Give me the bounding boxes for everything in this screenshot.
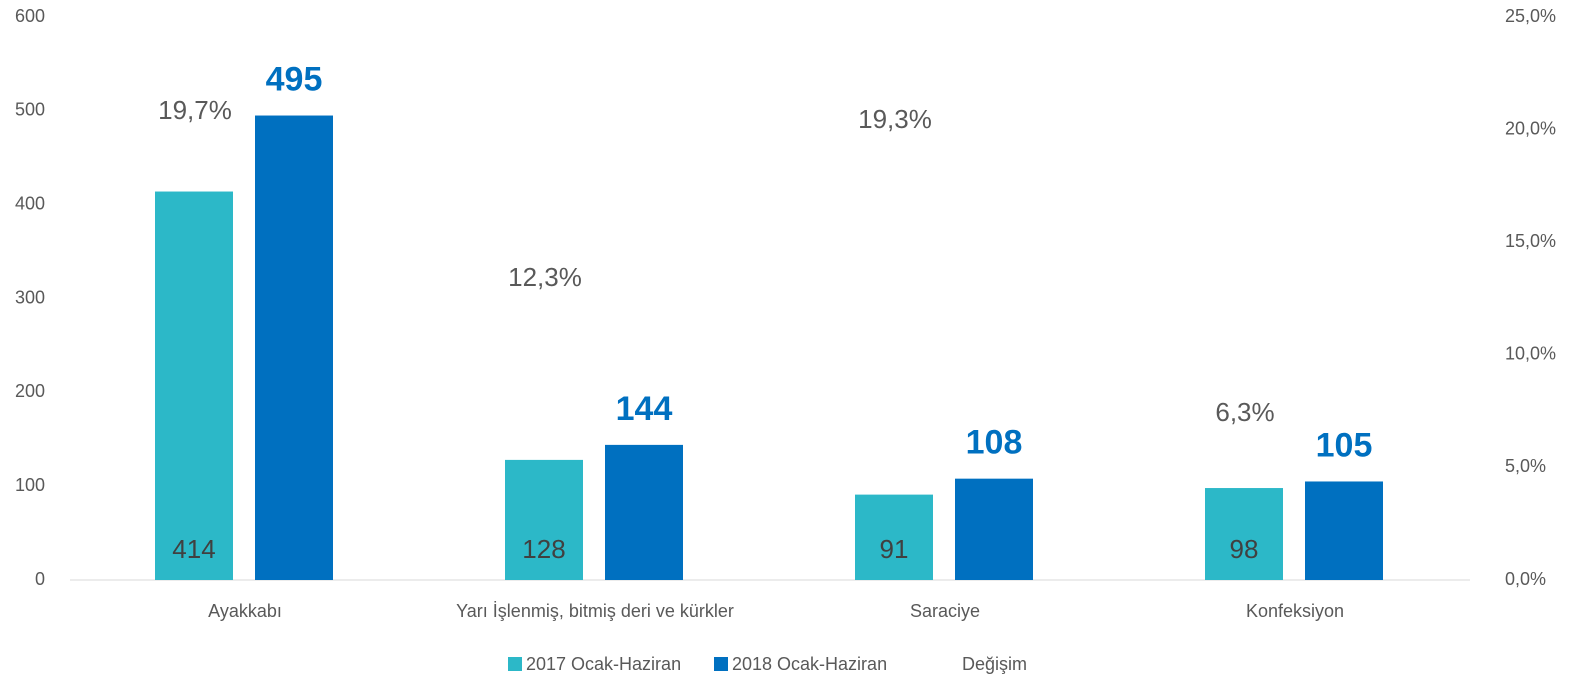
change-label: 6,3% [1215,397,1274,427]
change-point [542,300,548,306]
legend-label: 2018 Ocak-Haziran [732,654,887,674]
legend-swatch [508,657,522,671]
change-point [192,133,198,139]
value-label: 128 [522,534,565,564]
bar [155,191,233,580]
bar [1205,488,1283,580]
y-tick-label: 500 [15,100,45,120]
change-label: 12,3% [508,262,582,292]
x-tick-label: Saraciye [910,601,980,621]
x-tick-label: Konfeksiyon [1246,601,1344,621]
y-tick-label: 300 [15,287,45,307]
bar [505,459,583,580]
y-tick-label: 200 [15,381,45,401]
bar [855,494,933,580]
y2-tick-label: 5,0% [1505,456,1546,476]
bar [955,478,1033,580]
x-tick-label: Ayakkabı [208,601,282,621]
value-label: 414 [172,534,215,564]
bar [1305,481,1383,580]
bar [255,115,333,581]
y2-tick-label: 10,0% [1505,344,1556,364]
y2-tick-label: 15,0% [1505,231,1556,251]
x-tick-label: Yarı İşlenmiş, bitmiş deri ve kürkler [456,601,734,621]
change-label: 19,3% [858,104,932,134]
legend-label: Değişim [962,654,1027,674]
change-point [1242,435,1248,441]
y-tick-label: 600 [15,6,45,26]
value-label: 91 [880,534,909,564]
change-point [892,142,898,148]
value-label: 495 [266,61,323,99]
value-label: 108 [966,424,1023,462]
value-label: 105 [1316,426,1373,464]
value-label: 98 [1230,534,1259,564]
y-tick-label: 100 [15,475,45,495]
y-tick-label: 400 [15,193,45,213]
value-label: 144 [616,390,673,428]
legend-label: 2017 Ocak-Haziran [526,654,681,674]
y2-tick-label: 20,0% [1505,118,1556,138]
y-tick-label: 0 [35,569,45,589]
legend-swatch [714,657,728,671]
bar [605,444,683,580]
y2-tick-label: 0,0% [1505,569,1546,589]
change-label: 19,7% [158,95,232,125]
y2-tick-label: 25,0% [1505,6,1556,26]
